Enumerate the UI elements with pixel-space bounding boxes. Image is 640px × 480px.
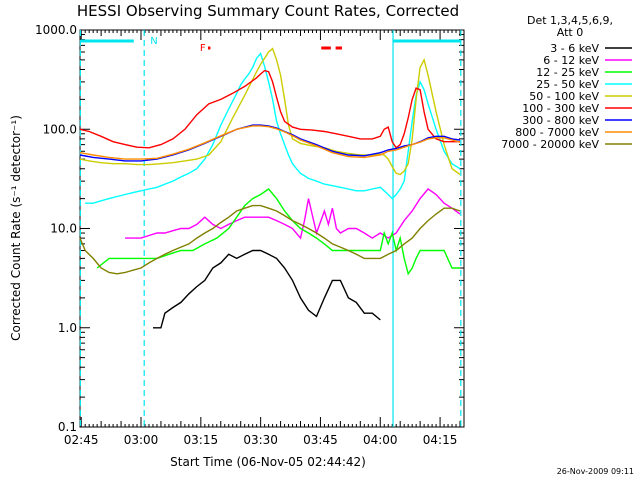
- chart-title: HESSI Observing Summary Count Rates, Cor…: [77, 2, 459, 20]
- x-tick-label: 03:15: [184, 433, 219, 447]
- legend-entry-label: 50 - 100 keV: [529, 90, 599, 103]
- x-tick-label: 03:00: [124, 433, 159, 447]
- y-tick-label: 1.0: [58, 321, 77, 335]
- footer-date: 26-Nov-2009 09:11: [557, 467, 634, 476]
- y-tick-label: 0.1: [58, 420, 77, 434]
- series-line: [79, 47, 461, 176]
- x-tick-label: 04:00: [363, 433, 398, 447]
- legend-entry-label: 7000 - 20000 keV: [501, 138, 599, 151]
- y-tick-label: 1000.0: [35, 23, 77, 37]
- plot-area: [79, 29, 465, 428]
- axis-ticks: 02:45 03:00 03:15 03:30 03:45 04:00 04:15 0.1 1.…: [35, 23, 465, 447]
- series-line: [79, 125, 461, 160]
- legend-entry-label: 3 - 6 keV: [550, 42, 599, 55]
- legend-entry-label: 800 - 7000 keV: [515, 126, 599, 139]
- legend-entry-label: 300 - 800 keV: [522, 114, 599, 127]
- x-tick-label: 02:45: [64, 433, 99, 447]
- y-tick-label: 100.0: [43, 122, 77, 136]
- series-group: [79, 47, 461, 329]
- x-tick-label: 04:15: [423, 433, 458, 447]
- x-tick-label: 03:45: [303, 433, 338, 447]
- series-line: [85, 52, 461, 204]
- series-line: [79, 69, 460, 149]
- y-tick-label: 10.0: [50, 222, 77, 236]
- flare-marker: F: [200, 43, 206, 54]
- legend-header: Att 0: [557, 26, 583, 39]
- legend-entry-label: 12 - 25 keV: [536, 66, 599, 79]
- legend-entry-label: 6 - 12 keV: [543, 54, 599, 67]
- event-markers: NF: [79, 30, 462, 427]
- saa-marker: N: [150, 36, 157, 47]
- legend-header: Det 1,3,4,5,6,9,: [527, 14, 613, 27]
- series-line: [96, 188, 460, 276]
- x-tick-label: 03:30: [243, 433, 278, 447]
- x-axis-label: Start Time (06-Nov-05 02:44:42): [170, 455, 366, 469]
- y-axis-label: Corrected Count Rate (s⁻¹ detector⁻¹): [9, 115, 23, 341]
- series-line: [153, 249, 381, 329]
- series-line: [125, 188, 461, 240]
- series-line: [79, 204, 461, 275]
- series-line: [79, 124, 461, 162]
- legend-entry-label: 25 - 50 keV: [536, 78, 599, 91]
- legend-entry-label: 100 - 300 keV: [522, 102, 599, 115]
